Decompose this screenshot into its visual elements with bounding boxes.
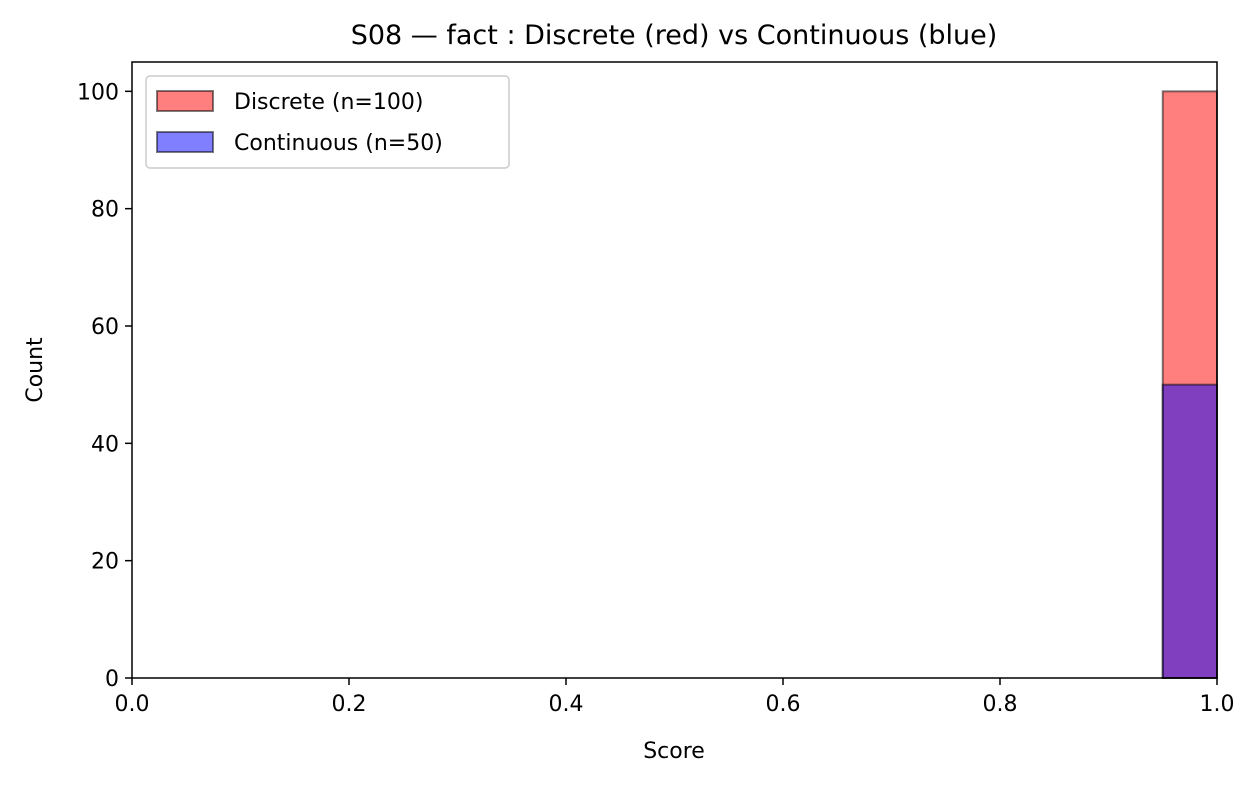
x-tick-label: 0.2 bbox=[332, 692, 367, 717]
bars-layer bbox=[1161, 90, 1218, 680]
legend-swatch-discrete bbox=[156, 90, 214, 112]
bar-continuous-0 bbox=[1161, 383, 1218, 679]
x-tick-label: 0.6 bbox=[766, 692, 801, 717]
y-tick-label: 0 bbox=[105, 667, 119, 692]
legend-label-continuous: Continuous (n=50) bbox=[234, 131, 443, 156]
y-tick-label: 20 bbox=[91, 550, 119, 575]
plot-frame bbox=[131, 61, 1218, 679]
x-tick-label: 1.0 bbox=[1200, 692, 1235, 717]
legend-label-discrete: Discrete (n=100) bbox=[234, 90, 423, 115]
y-tick-label: 60 bbox=[91, 315, 119, 340]
y-tick-label: 80 bbox=[91, 198, 119, 223]
y-axis: 0 20 40 60 80 100 bbox=[77, 80, 132, 692]
x-axis-label: Score bbox=[643, 739, 705, 764]
x-tick-label: 0.8 bbox=[983, 692, 1018, 717]
y-tick-label: 40 bbox=[91, 432, 119, 457]
y-axis-label: Count bbox=[23, 337, 48, 403]
y-tick-label: 100 bbox=[77, 80, 119, 105]
x-axis: 0.0 0.2 0.4 0.6 0.8 1.0 bbox=[115, 678, 1235, 717]
x-tick-label: 0.0 bbox=[115, 692, 150, 717]
x-tick-label: 0.4 bbox=[549, 692, 584, 717]
legend-frame bbox=[145, 75, 510, 169]
legend: Discrete (n=100) Continuous (n=50) bbox=[145, 75, 510, 169]
chart-title: S08 — fact : Discrete (red) vs Continuou… bbox=[351, 20, 998, 51]
legend-swatch-continuous bbox=[156, 131, 214, 153]
